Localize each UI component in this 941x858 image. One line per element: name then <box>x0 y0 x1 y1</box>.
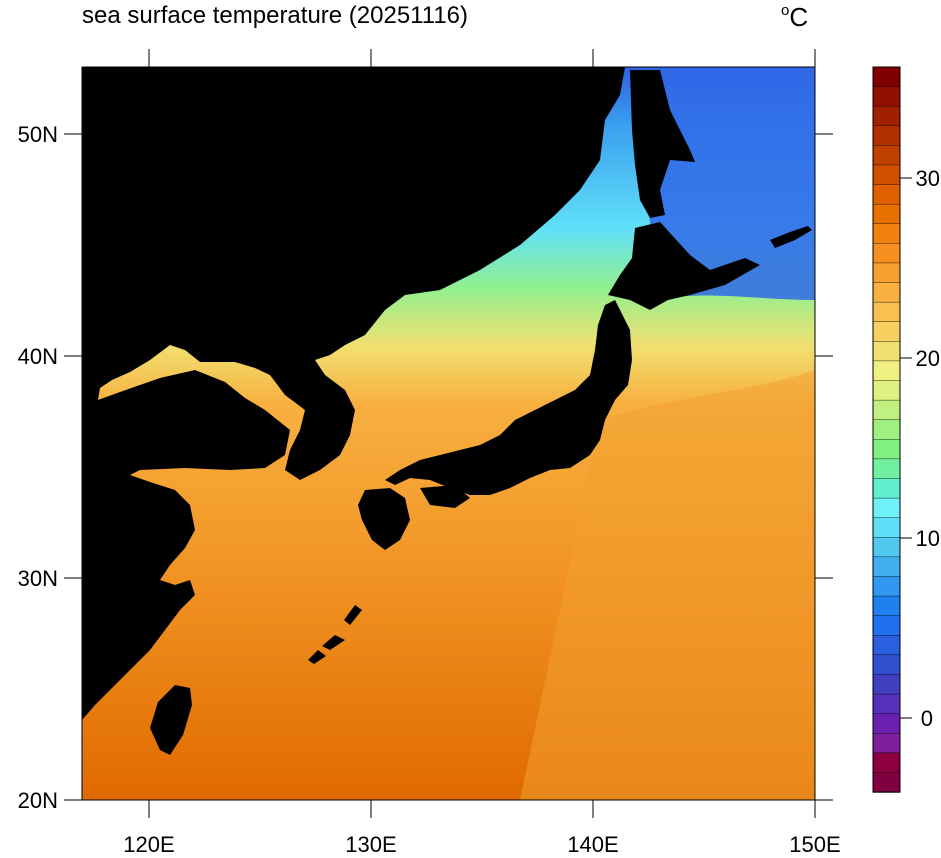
lat-label-20n: 20N <box>18 788 58 813</box>
colorbar-label-20: 20 <box>916 346 940 371</box>
land-ryukyu-islands <box>308 605 362 664</box>
lat-label-40n: 40N <box>18 344 58 369</box>
land-japan-shikoku <box>420 485 470 508</box>
map-frame <box>81 66 816 801</box>
lon-label-120e: 120E <box>123 832 174 857</box>
colorbar-segment <box>872 713 901 734</box>
colorbar-segment <box>872 615 901 636</box>
lon-label-140e: 140E <box>567 832 618 857</box>
colorbar-segment <box>872 321 901 343</box>
colorbar-segment <box>872 439 901 460</box>
unit-label: oC <box>781 2 808 33</box>
land-sakhalin <box>630 70 695 218</box>
land-japan-honshu <box>385 300 632 495</box>
colorbar-segment <box>872 243 901 264</box>
land-japan-hokkaido <box>608 222 760 310</box>
colorbar-segment <box>872 380 901 401</box>
colorbar-segment <box>872 145 901 166</box>
colorbar-segment <box>872 419 901 440</box>
colorbar-segment <box>872 733 901 754</box>
lon-label-150e: 150E <box>789 832 840 857</box>
land-mainland <box>82 67 625 720</box>
colorbar-label-10: 10 <box>916 526 940 551</box>
colorbar-segment <box>872 517 901 538</box>
colorbar-segment <box>872 301 901 323</box>
colorbar-segment <box>872 341 901 362</box>
colorbar-segment <box>872 674 901 695</box>
lat-ticks <box>64 133 833 801</box>
map-plot-area <box>82 67 815 800</box>
lat-label-50n: 50N <box>18 122 58 147</box>
colorbar-segment <box>872 203 901 225</box>
colorbar-segment <box>872 595 901 617</box>
colorbar-segment <box>872 262 901 284</box>
colorbar-segment <box>872 693 901 715</box>
colorbar <box>872 66 901 793</box>
colorbar-segment <box>872 86 901 107</box>
colorbar-segment <box>872 752 901 774</box>
colorbar-segment <box>872 458 901 480</box>
colorbar-label-30: 30 <box>916 166 940 191</box>
colorbar-segment <box>872 282 901 303</box>
colorbar-segment <box>872 105 901 127</box>
colorbar-segment <box>872 556 901 578</box>
colorbar-segment <box>872 360 901 382</box>
colorbar-segment <box>872 654 901 676</box>
colorbar-segment <box>872 497 901 519</box>
colorbar-segment <box>872 66 901 88</box>
lon-ticks <box>148 49 816 818</box>
degree-symbol: o <box>781 2 790 19</box>
colorbar-segment <box>872 576 901 597</box>
colorbar-segment <box>872 164 901 186</box>
land-japan-kyushu <box>358 488 410 550</box>
colorbar-ticks <box>900 177 912 719</box>
colorbar-segment <box>872 772 901 793</box>
colorbar-segment <box>872 635 901 656</box>
unit-celsius: C <box>789 2 809 32</box>
colorbar-segment <box>872 125 901 147</box>
colorbar-label-0: 0 <box>921 706 933 731</box>
colorbar-segment <box>872 537 901 558</box>
land-taiwan <box>150 685 192 755</box>
map-title: sea surface temperature (20251116) <box>82 2 469 29</box>
colorbar-frame <box>872 66 901 793</box>
colorbar-segment <box>872 223 901 245</box>
warm-current-band <box>520 370 815 800</box>
colorbar-segment <box>872 399 901 421</box>
colorbar-segment <box>872 478 901 499</box>
lon-label-130e: 130E <box>345 832 396 857</box>
land-kuril-islands <box>770 226 812 248</box>
lat-label-30n: 30N <box>18 566 58 591</box>
colorbar-segment <box>872 184 901 205</box>
